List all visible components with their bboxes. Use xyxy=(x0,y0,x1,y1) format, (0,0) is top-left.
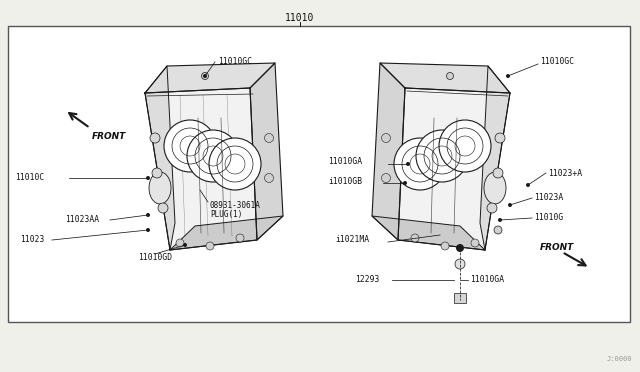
Text: J:0000: J:0000 xyxy=(607,356,632,362)
Text: 11010G: 11010G xyxy=(534,214,563,222)
Circle shape xyxy=(487,203,497,213)
Text: 11023+A: 11023+A xyxy=(548,169,582,177)
Circle shape xyxy=(498,218,502,222)
Circle shape xyxy=(146,213,150,217)
Circle shape xyxy=(146,176,150,180)
Circle shape xyxy=(150,133,160,143)
Circle shape xyxy=(206,242,214,250)
Circle shape xyxy=(209,138,261,190)
Polygon shape xyxy=(170,216,283,250)
Bar xyxy=(8,26,630,322)
Polygon shape xyxy=(145,66,175,250)
Circle shape xyxy=(416,130,468,182)
Text: 11010C: 11010C xyxy=(15,173,44,183)
Text: 11010GA: 11010GA xyxy=(328,157,362,167)
Circle shape xyxy=(381,134,390,142)
Circle shape xyxy=(406,162,410,166)
Circle shape xyxy=(236,234,244,242)
Circle shape xyxy=(447,73,454,80)
Polygon shape xyxy=(372,216,485,250)
Text: i1010GB: i1010GB xyxy=(328,177,362,186)
Text: 11010GC: 11010GC xyxy=(218,58,252,67)
Text: FRONT: FRONT xyxy=(540,244,574,253)
Circle shape xyxy=(441,242,449,250)
Circle shape xyxy=(187,130,239,182)
Circle shape xyxy=(264,173,273,183)
Circle shape xyxy=(471,239,479,247)
Text: 12293: 12293 xyxy=(355,276,380,285)
Text: 11010: 11010 xyxy=(285,13,315,23)
Circle shape xyxy=(455,259,465,269)
Text: i1021MA: i1021MA xyxy=(335,235,369,244)
Text: 11010GC: 11010GC xyxy=(540,58,574,67)
Circle shape xyxy=(495,133,505,143)
Polygon shape xyxy=(372,63,405,240)
Polygon shape xyxy=(145,63,275,93)
Circle shape xyxy=(164,120,216,172)
Circle shape xyxy=(176,239,184,247)
Text: 08931-3061A: 08931-3061A xyxy=(210,201,261,209)
Circle shape xyxy=(493,168,503,178)
Circle shape xyxy=(456,244,464,252)
Circle shape xyxy=(506,74,510,78)
Circle shape xyxy=(158,203,168,213)
Text: 11023AA: 11023AA xyxy=(65,215,99,224)
Circle shape xyxy=(203,74,207,78)
Circle shape xyxy=(146,228,150,232)
Text: 11023: 11023 xyxy=(20,235,44,244)
Text: 11010GD: 11010GD xyxy=(138,253,172,263)
Bar xyxy=(454,293,466,303)
Circle shape xyxy=(183,243,187,247)
Text: 11023A: 11023A xyxy=(534,192,563,202)
Circle shape xyxy=(264,134,273,142)
Circle shape xyxy=(403,181,407,185)
Ellipse shape xyxy=(149,172,171,204)
Circle shape xyxy=(152,168,162,178)
Circle shape xyxy=(202,73,209,80)
Circle shape xyxy=(381,173,390,183)
Circle shape xyxy=(508,203,512,207)
Polygon shape xyxy=(145,88,257,250)
Text: 11010GA: 11010GA xyxy=(470,276,504,285)
Polygon shape xyxy=(250,63,283,240)
Circle shape xyxy=(439,120,491,172)
Polygon shape xyxy=(398,88,510,250)
Circle shape xyxy=(526,183,530,187)
Text: PLUG(1): PLUG(1) xyxy=(210,211,243,219)
Circle shape xyxy=(494,226,502,234)
Polygon shape xyxy=(380,63,510,93)
Ellipse shape xyxy=(484,172,506,204)
Polygon shape xyxy=(480,66,510,250)
Circle shape xyxy=(411,234,419,242)
Text: FRONT: FRONT xyxy=(92,132,126,141)
Circle shape xyxy=(394,138,446,190)
